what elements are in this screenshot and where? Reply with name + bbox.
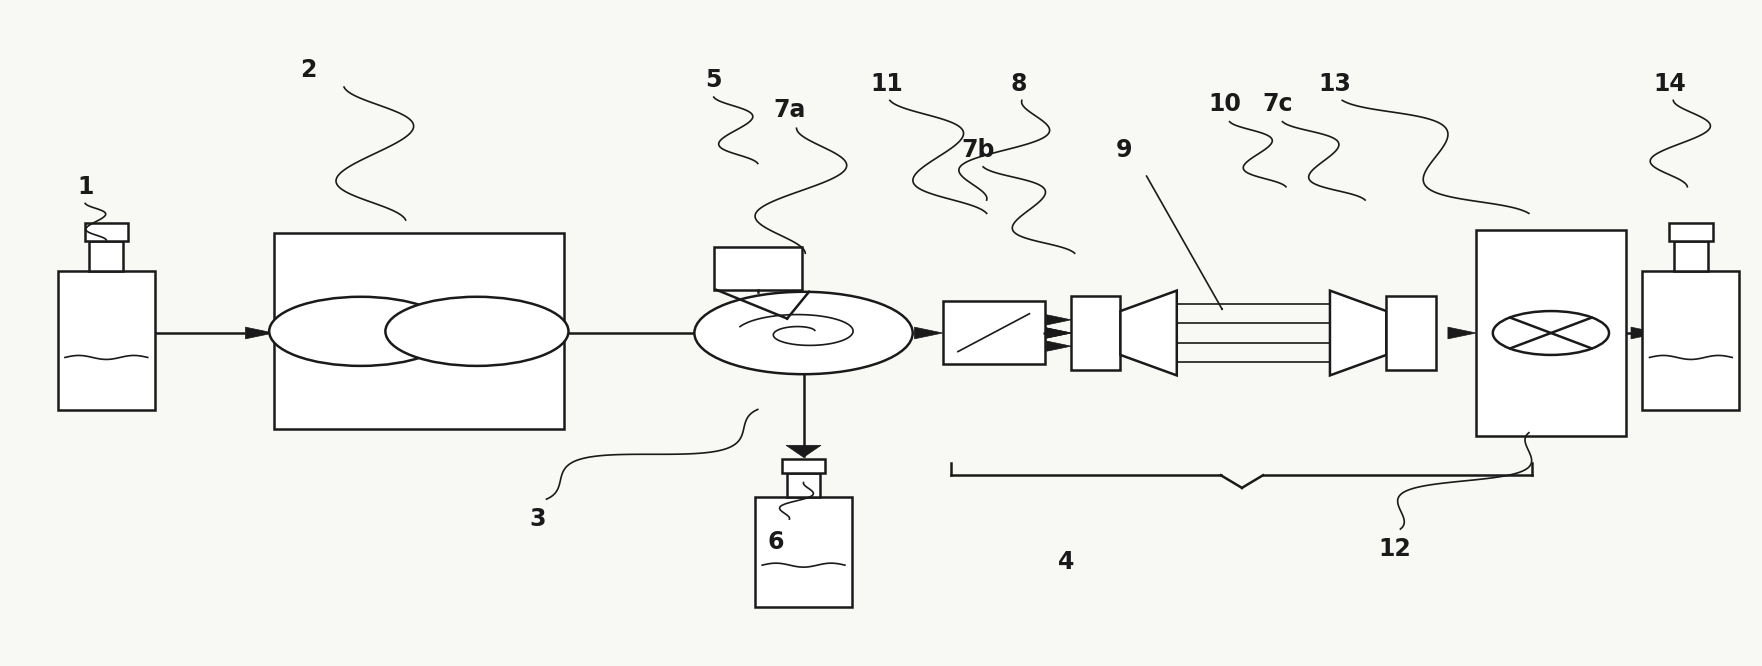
Text: 3: 3: [529, 507, 546, 531]
Polygon shape: [1330, 290, 1387, 376]
Bar: [1071, 296, 1121, 370]
Text: 7a: 7a: [774, 99, 805, 123]
Polygon shape: [735, 327, 763, 339]
Polygon shape: [914, 327, 943, 339]
Polygon shape: [245, 327, 273, 339]
Polygon shape: [1448, 327, 1477, 339]
Circle shape: [694, 292, 913, 374]
Text: 1: 1: [78, 174, 93, 198]
Polygon shape: [1047, 328, 1071, 338]
Bar: [786, 474, 821, 497]
Bar: [1642, 271, 1739, 410]
Bar: [273, 233, 564, 430]
Text: 4: 4: [1057, 550, 1075, 574]
Polygon shape: [1043, 327, 1071, 339]
Bar: [1669, 223, 1713, 241]
Circle shape: [270, 297, 453, 366]
Text: 8: 8: [1010, 72, 1027, 96]
Circle shape: [386, 297, 569, 366]
Text: 14: 14: [1653, 72, 1686, 96]
Bar: [756, 497, 853, 607]
Text: 9: 9: [1115, 139, 1133, 163]
Bar: [1674, 241, 1707, 271]
Bar: [782, 460, 825, 474]
Bar: [943, 301, 1045, 364]
Text: 5: 5: [705, 69, 722, 93]
Polygon shape: [1121, 290, 1177, 376]
Polygon shape: [1632, 327, 1660, 339]
Text: 11: 11: [870, 72, 902, 96]
Bar: [85, 223, 129, 241]
Polygon shape: [786, 446, 821, 458]
Bar: [58, 271, 155, 410]
Bar: [1477, 230, 1626, 436]
Text: 7c: 7c: [1262, 92, 1292, 116]
Text: 13: 13: [1318, 72, 1351, 96]
Polygon shape: [1047, 315, 1071, 325]
Text: 2: 2: [301, 59, 317, 83]
Bar: [1387, 296, 1436, 370]
Bar: [90, 241, 123, 271]
Text: 12: 12: [1378, 537, 1411, 561]
Polygon shape: [1411, 315, 1436, 325]
Circle shape: [1492, 311, 1609, 355]
Bar: [714, 246, 802, 290]
Polygon shape: [1047, 341, 1071, 351]
Text: 10: 10: [1209, 92, 1240, 116]
Text: 6: 6: [766, 530, 784, 554]
Polygon shape: [1411, 328, 1436, 338]
Text: 7b: 7b: [960, 139, 994, 163]
Polygon shape: [1411, 341, 1436, 351]
